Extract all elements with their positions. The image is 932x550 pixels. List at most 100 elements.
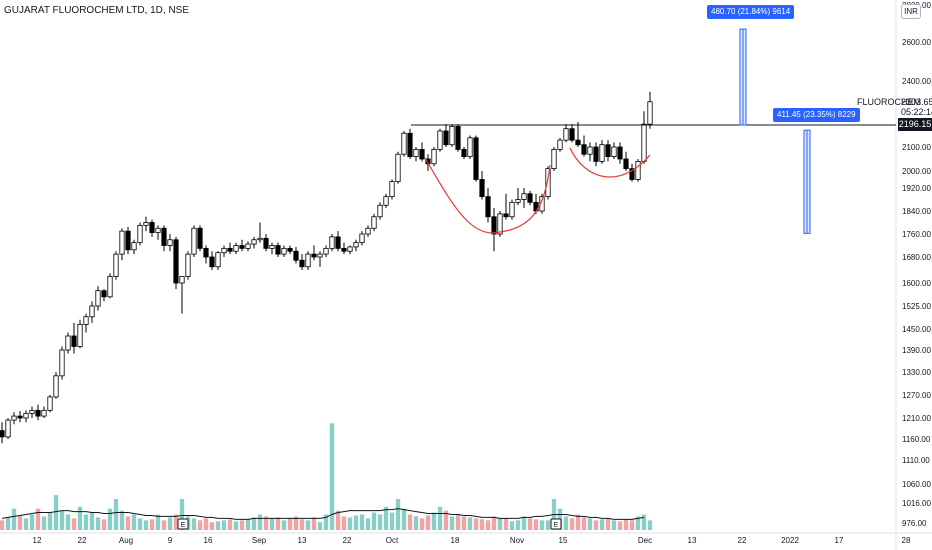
volume-bar [119,510,125,530]
volume-bar [161,520,167,530]
candle-body [455,126,461,150]
candle-body [527,193,533,203]
candle-body [419,148,425,160]
volume-bar [425,515,431,530]
volume-bar [95,517,101,530]
volume-bar [311,517,317,530]
candle-body [299,259,305,268]
volume-bar [179,498,185,530]
volume-bar [143,520,149,530]
candle-body [83,316,89,325]
time-tick-label: 15 [559,536,568,545]
candle-body [635,160,641,180]
earnings-marker-label: E [554,522,559,529]
volume-bar [275,517,281,530]
volume-bar [509,521,515,530]
volume-bar [263,516,269,530]
price-axis[interactable]: 976.00 1016.00 1060.00 1110.00 1160.00 1210.0… [902,1,931,528]
price-tick-label: 2100.00 [902,143,931,152]
candle-body [59,349,65,377]
candle-body [293,250,299,261]
volume-bar [623,519,629,530]
volume-bar [341,516,347,530]
volume-bar [71,518,77,530]
candle-body [467,137,473,158]
price-tick-label: 1450.00 [902,325,931,334]
price-tick-label: 1680.00 [902,253,931,262]
volume-bar [533,519,539,530]
candle-body [23,412,29,419]
price-tick-label: 1330.00 [902,368,931,377]
volume-bar [407,514,413,530]
candle-body [239,245,245,249]
volume-bar [5,517,11,530]
volume-bar [113,498,119,530]
candle-body [617,146,623,160]
time-tick-label: 22 [78,536,87,545]
volume-bar [53,495,59,530]
volume-bar [527,518,533,530]
candle-body [269,245,275,249]
candle-body [179,276,185,284]
volume-bar [599,519,605,530]
volume-bar [401,508,407,530]
candle-body [113,253,119,277]
earnings-marker-label: E [181,522,186,529]
cup-curve [424,157,551,234]
price-tick-label: 1210.00 [902,414,931,423]
candle-body [515,199,521,203]
volume-bar [617,521,623,530]
overlays [411,28,896,234]
measure-label-upper[interactable]: 480.70 (21.84%) 9614 [707,5,795,19]
time-tick-label: 2022 [781,536,799,545]
volume-bar [467,517,473,530]
candle-body [563,128,569,141]
volume-bar [473,518,479,530]
candle-body [161,227,167,246]
candle-body [503,213,509,218]
volume-bar [17,515,23,530]
candle-body [221,247,227,254]
candle-body [275,245,281,255]
price-tick-label: 1760.00 [902,230,931,239]
candle-body [557,139,563,150]
volume-bar [77,506,83,530]
volume-bar [317,522,323,530]
volume-bar [125,516,131,530]
candle-body [191,227,197,255]
candle-body [125,230,131,251]
volume-bar [167,517,173,530]
time-axis[interactable]: 12 22 Aug 9 16 Sep 13 22 Oct 18 Nov 15 Dec 13 22 2022 17… [33,536,911,545]
volume-bar [191,518,197,530]
price-tick-label: 1920.00 [902,184,931,193]
chart-title: GUJARAT FLUOROCHEM LTD, 1D, NSE [4,5,190,16]
price-tick-label: 1270.00 [902,391,931,400]
volume-bar [593,520,599,530]
volume-bar [497,518,503,530]
currency-button[interactable]: INR [901,4,921,19]
price-tick-label: 1160.00 [902,435,931,444]
volume-bar [101,519,107,530]
price-tick-label: 2000.00 [902,167,931,176]
candle-body [215,252,221,268]
time-tick-label: 16 [204,536,213,545]
volume-bar [335,510,341,530]
volume-bar [173,514,179,530]
candle-body [401,132,407,155]
price-tick-label: 1390.00 [902,346,931,355]
volume-bar [575,514,581,530]
time-tick-label: Sep [252,536,267,545]
candle-body [335,236,341,249]
volume-bar [41,516,47,530]
candle-body [287,247,293,252]
measure-label-lower[interactable]: 411.45 (23.35%) 8229 [773,108,860,122]
candle-body [575,139,581,146]
candle-body [263,237,269,249]
volume-bar [569,518,575,530]
candle-body [545,168,551,198]
volume-bar [455,514,461,530]
volume-bar [371,512,377,530]
candle-body [611,146,617,157]
